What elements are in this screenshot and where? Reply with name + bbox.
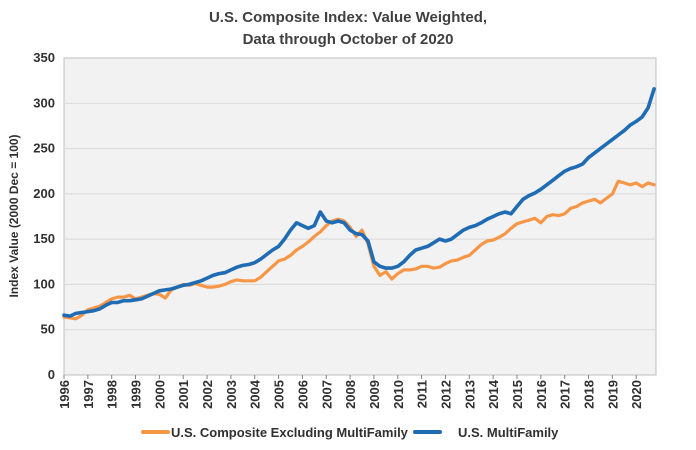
chart-subtitle: Data through October of 2020 — [243, 31, 454, 48]
x-tick-label: 2015 — [510, 380, 525, 409]
legend: U.S. Composite Excluding MultiFamily U.S… — [141, 425, 559, 440]
x-tick-label: 2017 — [558, 380, 573, 409]
y-tick-label: 300 — [33, 95, 55, 110]
plot-area — [63, 57, 657, 376]
x-tick-label: 2018 — [582, 380, 597, 409]
x-tick-label: 2001 — [176, 380, 191, 409]
y-tick-label: 100 — [33, 276, 55, 291]
legend-label-series-1: U.S. MultiFamily — [458, 425, 559, 440]
x-tick-label: 1999 — [129, 380, 144, 409]
x-tick-label: 2011 — [415, 380, 430, 408]
chart-title: U.S. Composite Index: Value Weighted, — [209, 9, 487, 26]
x-tick-label: 2014 — [486, 379, 501, 409]
x-tick-label: 2012 — [438, 380, 453, 409]
x-axis-ticks: 1996 1997 1998 1999 2000 2001 2002 2003 2004 2005… — [57, 375, 644, 409]
y-tick-label: 150 — [33, 231, 55, 246]
x-tick-label: 2000 — [152, 380, 167, 409]
x-tick-label: 1997 — [81, 380, 96, 409]
y-axis-ticks: 0 50 100 150 200 250 300 350 — [33, 50, 55, 382]
y-axis-label: Index Value (2000 Dec = 100) — [7, 134, 21, 297]
gridlines — [64, 102, 656, 331]
y-tick-label: 0 — [48, 367, 55, 382]
x-tick-label: 2005 — [272, 380, 287, 409]
x-tick-label: 2002 — [200, 380, 215, 409]
x-tick-label: 2020 — [629, 380, 644, 409]
x-tick-label: 2007 — [319, 380, 334, 409]
series-line-1 — [62, 87, 656, 318]
y-tick-label: 250 — [33, 141, 55, 156]
legend-label-series-0: U.S. Composite Excluding MultiFamily — [171, 425, 409, 440]
y-tick-label: 350 — [33, 50, 55, 65]
x-tick-label: 2010 — [391, 380, 406, 409]
x-tick-label: 2008 — [343, 380, 358, 409]
x-tick-label: 2016 — [534, 380, 549, 409]
x-tick-label: 2003 — [224, 380, 239, 409]
y-tick-label: 50 — [41, 322, 55, 337]
y-tick-label: 200 — [33, 186, 55, 201]
x-tick-label: 2019 — [605, 380, 620, 409]
x-tick-label: 2009 — [367, 380, 382, 409]
x-tick-label: 2013 — [462, 380, 477, 409]
x-tick-label: 2006 — [295, 380, 310, 409]
x-tick-label: 2004 — [248, 379, 263, 409]
series-lines — [62, 87, 656, 321]
x-tick-label: 1998 — [105, 380, 120, 409]
x-tick-label: 1996 — [57, 380, 72, 409]
